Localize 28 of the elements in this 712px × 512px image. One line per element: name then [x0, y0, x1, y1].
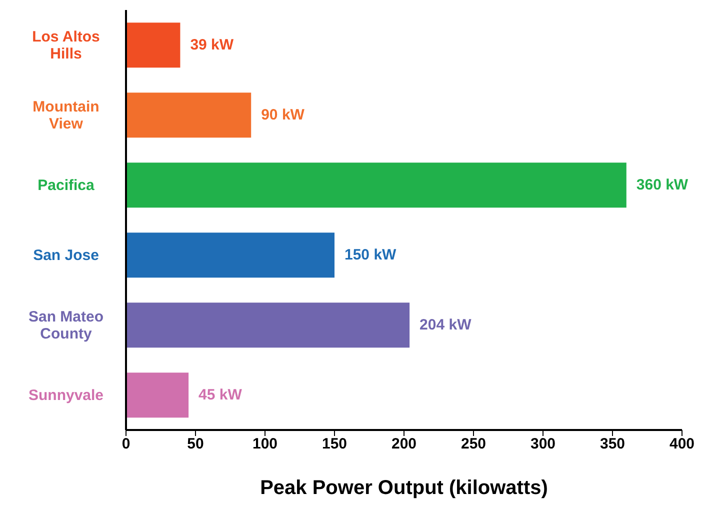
- bar: [126, 162, 626, 208]
- x-tick-label: 300: [530, 436, 556, 453]
- x-tick-label: 250: [460, 436, 486, 453]
- data-label: 90 kW: [261, 106, 306, 124]
- y-tick-label: San Mateo County: [28, 308, 104, 342]
- x-tick-label: 350: [600, 436, 626, 453]
- data-label: 360 kW: [636, 176, 689, 194]
- x-axis-title: Peak Power Output (kilowatts): [260, 477, 548, 499]
- data-label: 150 kW: [344, 246, 398, 264]
- y-tick-label: Pacifica: [38, 176, 95, 194]
- y-tick-label: Mountain View: [32, 98, 100, 132]
- data-label: 39 kW: [190, 36, 234, 54]
- x-tick-label: 0: [122, 436, 130, 453]
- x-tick-label: 50: [187, 436, 204, 453]
- y-tick-label: San Jose: [33, 246, 99, 264]
- x-tick-label: 150: [322, 436, 348, 453]
- bar: [126, 92, 252, 138]
- data-label: 45 kW: [198, 386, 243, 404]
- x-tick-label: 400: [669, 436, 695, 453]
- y-tick-label: Los Altos Hills: [32, 28, 100, 62]
- bar: [126, 22, 180, 68]
- x-tick-label: 200: [391, 436, 417, 453]
- bar: [126, 232, 334, 278]
- y-tick-label: Sunnyvale: [28, 386, 104, 404]
- data-label: 204 kW: [420, 316, 472, 334]
- x-tick-label: 100: [252, 436, 278, 453]
- bar: [126, 302, 410, 348]
- bar: [126, 372, 189, 418]
